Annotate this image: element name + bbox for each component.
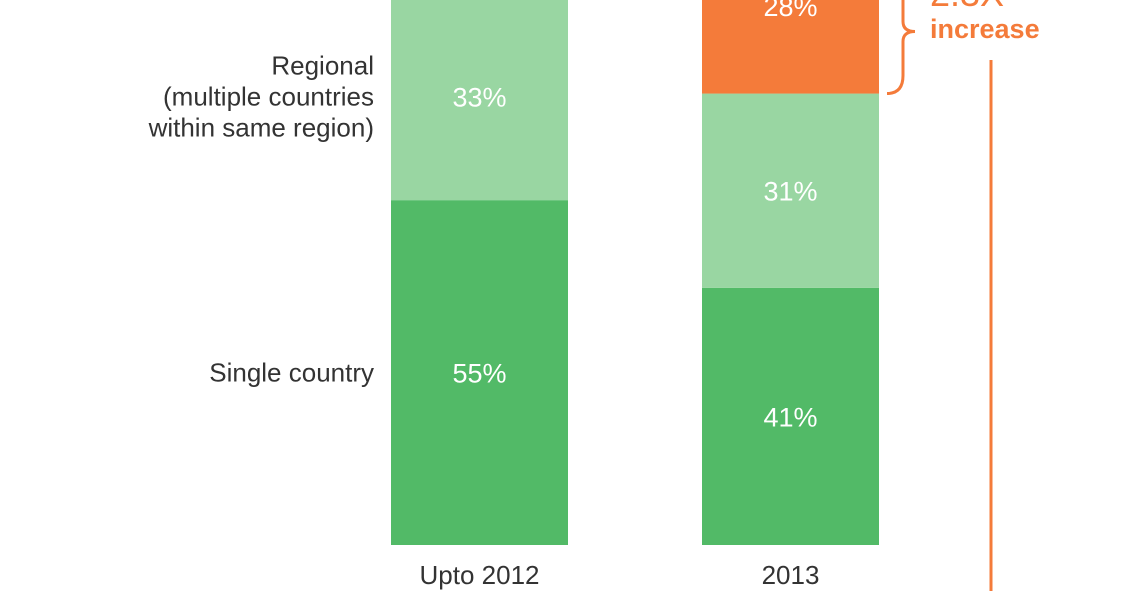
bar-upto-2012-series-0 [391, 200, 568, 545]
bar-2013-series-0 [702, 287, 879, 545]
bar-2013-series-2 [702, 0, 879, 94]
callout-value-text: 2.3X [930, 0, 1004, 14]
callout-increase-text: increase [930, 14, 1040, 44]
bar-2013-series-1 [702, 93, 879, 288]
category-label-upto-2012: Upto 2012 [420, 560, 540, 590]
data-label-2013-series-1: 31% [763, 177, 817, 207]
callout-brace [886, 0, 916, 96]
category-label-2013: 2013 [762, 560, 820, 590]
bars-group [391, 0, 879, 545]
series-label-0-line-0: Single country [209, 358, 374, 388]
increase-callout: 2.3X increase [886, 0, 1040, 591]
category-labels-group: Upto 2012 2013 [420, 560, 820, 590]
series-label-1-line-1: (multiple countries [163, 82, 374, 112]
data-label-upto-2012-series-0: 55% [452, 359, 506, 389]
data-label-2013-series-0: 41% [763, 402, 817, 432]
series-label-0: Single country [209, 358, 374, 388]
series-label-1-line-2: within same region) [148, 113, 374, 143]
series-label-1: Regional (multiple countries within same r… [148, 51, 374, 143]
series-labels-group: Single country Regional (multiple countrie… [148, 51, 374, 388]
data-label-2013-series-2: 28% [763, 0, 817, 22]
bar-upto-2012-series-1 [391, 0, 568, 201]
series-label-1-line-0: Regional [271, 51, 374, 81]
segment-labels-group: 55% 33% 41% 31% 28% [452, 0, 817, 432]
data-label-upto-2012-series-1: 33% [452, 83, 506, 113]
